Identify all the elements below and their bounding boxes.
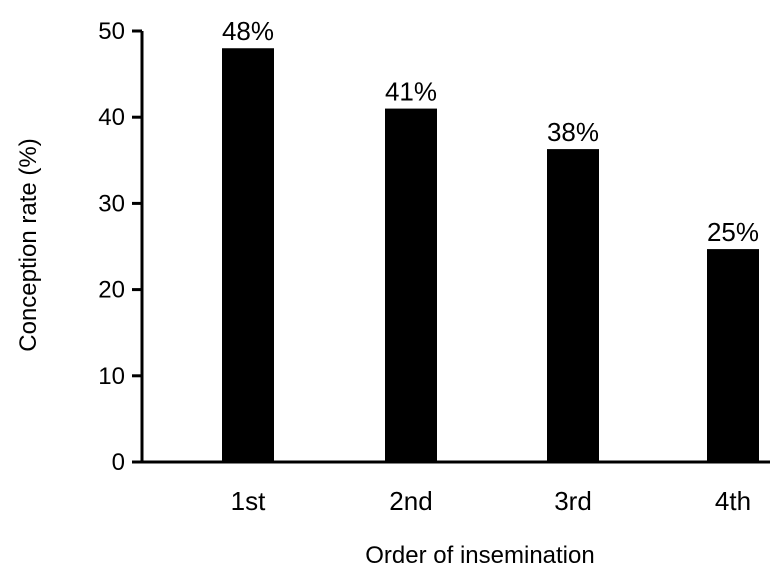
data-labels-layer: 48% 41% 38% 25% <box>222 16 759 247</box>
y-tick-label: 50 <box>98 18 125 45</box>
x-tick-label-1st: 1st <box>231 486 266 516</box>
y-tick-label: 10 <box>98 363 125 390</box>
y-tick-label: 30 <box>98 190 125 217</box>
data-label-2nd: 41% <box>385 77 437 107</box>
bar-3rd <box>547 149 599 462</box>
x-tick-label-2nd: 2nd <box>389 486 432 516</box>
x-tick-label-3rd: 3rd <box>554 486 592 516</box>
y-tick-label: 40 <box>98 104 125 131</box>
bar-4th <box>707 249 759 462</box>
x-tick-label-4th: 4th <box>715 486 751 516</box>
x-axis-title: Order of insemination <box>365 542 594 569</box>
x-labels-layer: 1st 2nd 3rd 4th <box>231 486 751 516</box>
y-tick-label: 20 <box>98 277 125 304</box>
bar-2nd <box>385 108 437 462</box>
y-ticks-layer: 0 10 20 30 40 50 <box>98 18 142 476</box>
bars-layer <box>222 48 759 463</box>
y-axis-title: Conception rate (%) <box>15 138 42 351</box>
data-label-4th: 25% <box>707 217 759 247</box>
data-label-3rd: 38% <box>547 117 599 147</box>
bar-1st <box>222 48 274 463</box>
data-label-1st: 48% <box>222 16 274 46</box>
y-tick-label: 0 <box>112 449 125 476</box>
